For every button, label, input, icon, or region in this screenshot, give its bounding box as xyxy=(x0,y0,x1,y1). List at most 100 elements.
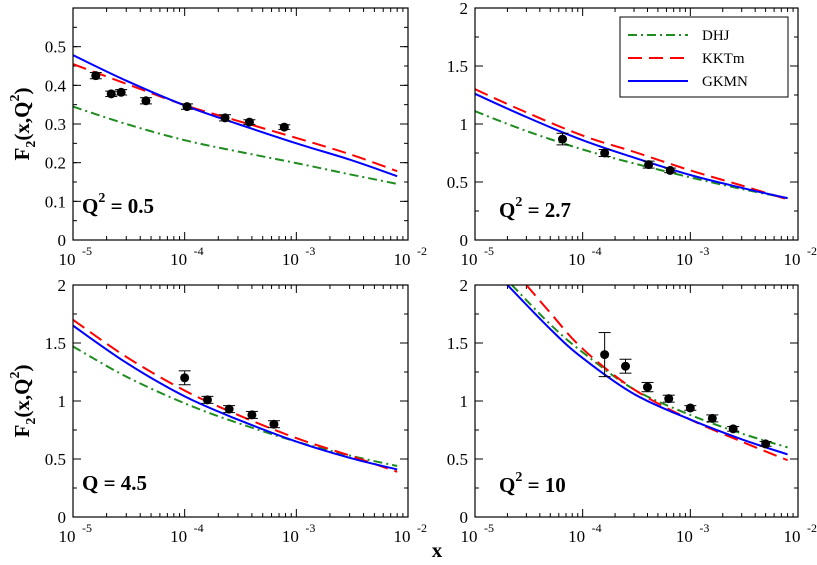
data-point xyxy=(244,117,254,127)
data-point xyxy=(269,419,279,429)
q2-label-value: = 10 xyxy=(522,473,565,497)
series-gkmn-line xyxy=(73,324,398,471)
y-tick-label: 1 xyxy=(58,392,67,411)
panels: 00.10.20.30.40.510 -5 10 -4 10 -3 10 -2Q2 = 0.5… xyxy=(8,0,817,546)
x-tick-exponent: -5 xyxy=(82,521,92,535)
y-tick-label: 1 xyxy=(460,115,469,134)
q2-label-value: = 4.5 xyxy=(98,471,147,495)
x-axis-label: x xyxy=(432,538,443,562)
x-tick-label: 10 xyxy=(568,527,585,546)
q2-label-q: Q xyxy=(82,194,98,218)
x-tick-label: 10 xyxy=(784,527,801,546)
q2-label-sup: 2 xyxy=(515,470,522,485)
series-dhj-line xyxy=(73,345,398,467)
data-point xyxy=(180,373,190,383)
y-tick-label: 0.5 xyxy=(45,38,66,57)
data-points xyxy=(89,71,291,132)
y-tick-label: 0 xyxy=(58,231,67,250)
data-point xyxy=(642,382,652,392)
x-tick-label: 10 xyxy=(461,527,478,546)
x-tick-exponent: -2 xyxy=(417,521,427,535)
x-tick-exponent: -2 xyxy=(807,521,817,535)
q2-label-q: Q xyxy=(499,198,515,222)
data-point xyxy=(141,96,151,106)
series-kktm-line xyxy=(73,318,398,473)
x-tick-label: 10 xyxy=(59,527,76,546)
y-axis-label: F2(x,Q2) xyxy=(8,365,39,438)
data-point xyxy=(621,361,631,371)
y-tick-label: 1 xyxy=(460,392,469,411)
x-tick-label: 10 xyxy=(394,250,411,269)
series-dhj-line xyxy=(73,105,398,185)
q2-label-sup: 2 xyxy=(98,191,105,206)
data-point xyxy=(600,350,610,360)
x-tick-exponent: -3 xyxy=(699,244,709,258)
x-tick-label: 10 xyxy=(282,527,299,546)
x-tick-exponent: -4 xyxy=(592,521,602,535)
legend-label-gkmn: GKMN xyxy=(702,74,748,90)
data-point xyxy=(106,89,116,99)
q2-label-q: Q xyxy=(82,471,98,495)
q2-label-sup: 2 xyxy=(515,195,522,210)
series-group xyxy=(73,54,398,185)
x-tick-label: 10 xyxy=(676,250,693,269)
panel-3: 0 0.5 1 1.5 2 10 -5 10 -4 10 -3 10 -2 Q = 4.5 F2(x,Q2) xyxy=(8,276,427,546)
data-point xyxy=(644,160,654,170)
x-tick-exponent: -4 xyxy=(194,244,204,258)
data-points xyxy=(178,370,280,429)
series-group xyxy=(506,285,788,462)
data-point xyxy=(664,394,674,404)
x-tick-exponent: -2 xyxy=(807,244,817,258)
x-tick-exponent: -5 xyxy=(484,244,494,258)
x-tick-label: 10 xyxy=(676,527,693,546)
y-tick-label: 0 xyxy=(460,508,469,527)
data-point xyxy=(665,165,675,175)
y-tick-label: 0.5 xyxy=(447,173,468,192)
data-point xyxy=(707,413,717,423)
x-tick-exponent: -5 xyxy=(484,521,494,535)
q2-label-value: = 2.7 xyxy=(522,198,571,222)
q2-label: Q2 = 0.5 xyxy=(82,191,154,218)
data-point xyxy=(600,148,610,158)
data-points xyxy=(598,332,772,449)
y-axis-label: F2(x,Q2) xyxy=(8,88,39,161)
x-tick-label: 10 xyxy=(568,250,585,269)
series-group xyxy=(73,318,398,473)
data-point xyxy=(116,87,126,97)
series-gkmn-line xyxy=(73,54,398,178)
x-tick-exponent: -3 xyxy=(305,244,315,258)
y-tick-label: 2 xyxy=(460,276,469,295)
y-tick-label: 0.5 xyxy=(447,450,468,469)
plot-frame xyxy=(474,284,799,518)
q2-label: Q2 = 2.7 xyxy=(499,195,571,222)
data-point xyxy=(224,404,234,414)
series-kktm-line xyxy=(73,63,398,173)
plot-frame xyxy=(72,7,409,241)
series-gkmn-line xyxy=(475,92,788,200)
panel-1: 0 0.1 0.2 0.3 0.4 0.5 10 -5 10 -4 10 -3 10 -2 Q2 = 0.5… xyxy=(8,7,427,269)
x-tick-label: 10 xyxy=(59,250,76,269)
data-point xyxy=(728,424,738,434)
data-point xyxy=(182,102,192,112)
y-tick-label: 0.4 xyxy=(45,76,67,95)
x-tick-label: 10 xyxy=(282,250,299,269)
q2-label-value: = 0.5 xyxy=(105,194,154,218)
data-point xyxy=(91,71,101,81)
x-tick-label: 10 xyxy=(170,527,187,546)
series-kktm-line xyxy=(525,285,788,462)
series-kktm-line xyxy=(475,88,788,201)
x-tick-exponent: -3 xyxy=(305,521,315,535)
legend-label-dhj: DHJ xyxy=(702,28,730,44)
x-tick-label: 10 xyxy=(461,250,478,269)
plot-frame xyxy=(72,284,409,518)
y-tick-label: 0 xyxy=(58,508,67,527)
x-tick-exponent: -5 xyxy=(82,244,92,258)
y-tick-label: 1.5 xyxy=(45,334,66,353)
q2-label-q: Q xyxy=(499,473,515,497)
x-tick-exponent: -4 xyxy=(592,244,602,258)
series-group xyxy=(475,88,788,201)
x-tick-label: 10 xyxy=(784,250,801,269)
plot-frame xyxy=(474,7,799,241)
